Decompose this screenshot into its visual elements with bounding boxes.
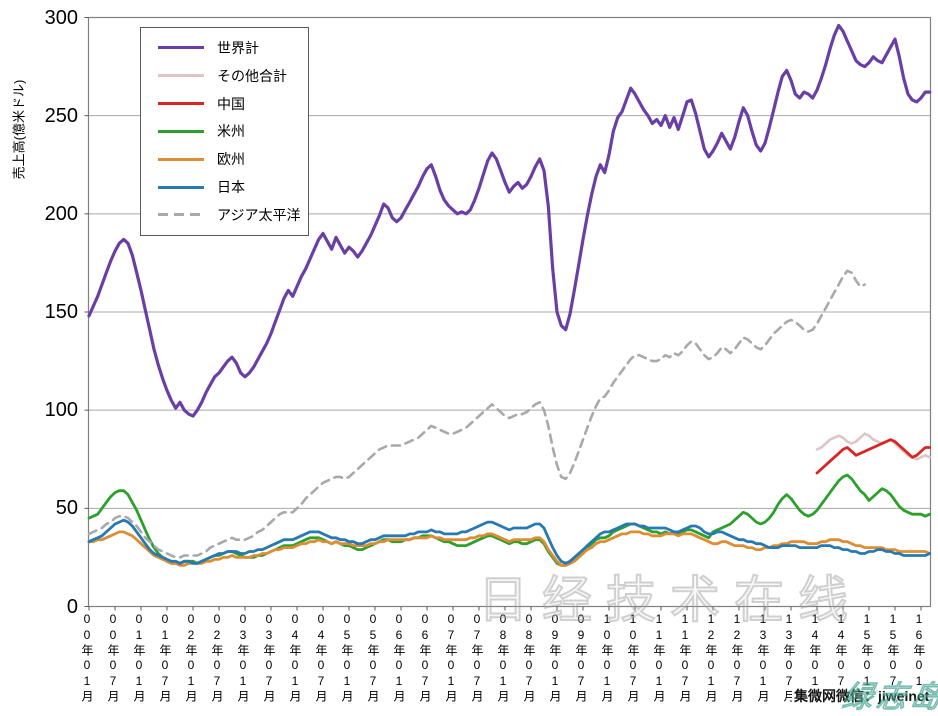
- x-tick-label: 11年07月: [678, 612, 692, 704]
- legend-swatch-others-total: [158, 74, 204, 78]
- x-tick-label: 07年07月: [470, 612, 484, 704]
- legend-label-europe: 欧州: [217, 151, 245, 168]
- x-tick-label: 16年01月: [912, 612, 926, 704]
- y-tick-label-150: 150: [44, 301, 78, 323]
- legend-item-china: 中国: [141, 94, 308, 114]
- legend-swatch-japan: [158, 185, 204, 189]
- x-tick-label: 03年01月: [236, 612, 250, 704]
- x-tick-label: 05年07月: [366, 612, 380, 704]
- x-tick-label: 09年07月: [574, 612, 588, 704]
- x-tick-label: 10年01月: [600, 612, 614, 704]
- x-tick-label: 00年07月: [106, 612, 120, 704]
- source-caption: 集微网微信：jiweinet: [792, 685, 932, 707]
- legend-label-americas: 米州: [217, 123, 245, 140]
- x-tick-label: 08年01月: [496, 612, 510, 704]
- legend-item-others-total: その他合計: [141, 66, 308, 86]
- x-tick-label: 05年01月: [340, 612, 354, 704]
- series-line-japan: [87, 518, 932, 565]
- legend-box: 世界計その他合計中国米州欧州日本アジア太平洋: [140, 27, 309, 236]
- x-tick-label: 13年07月: [782, 612, 796, 704]
- legend-swatch-world: [158, 46, 204, 50]
- x-tick-label: 10年07月: [626, 612, 640, 704]
- x-tick-label: 15年07月: [886, 612, 900, 704]
- legend-label-others-total: その他合計: [217, 67, 287, 84]
- legend-item-world: 世界計: [141, 38, 308, 58]
- legend-swatch-americas: [158, 129, 204, 133]
- series-line-americas: [87, 473, 932, 567]
- x-tick-label: 01年01月: [132, 612, 146, 704]
- x-tick-label: 02年01月: [184, 612, 198, 704]
- series-line-china: [815, 438, 932, 475]
- legend-swatch-china: [158, 102, 204, 106]
- y-tick-label-250: 250: [44, 104, 78, 127]
- y-axis-title: 売上高(億米ドル): [11, 79, 27, 180]
- x-tick-label: 09年01月: [548, 612, 562, 704]
- x-tick-label: 00年01月: [80, 612, 94, 704]
- legend-item-americas: 米州: [141, 121, 308, 141]
- x-tick-label: 06年07月: [418, 612, 432, 704]
- x-tick-label: 01年07月: [158, 612, 172, 704]
- x-tick-label: 08年07月: [522, 612, 536, 704]
- x-tick-label: 12年01月: [704, 612, 718, 704]
- x-tick-label: 04年07月: [314, 612, 328, 704]
- x-tick-label: 02年07月: [210, 612, 224, 704]
- x-tick-label: 13年01月: [756, 612, 770, 704]
- x-tick-label: 04年01月: [288, 612, 302, 704]
- legend-label-asia-pacific: アジア太平洋: [217, 206, 301, 223]
- x-tick-label: 03年07月: [262, 612, 276, 704]
- y-tick-label-200: 200: [44, 202, 78, 225]
- x-tick-label: 14年07月: [834, 612, 848, 704]
- series-line-asia-pacific: [87, 269, 867, 559]
- x-tick-label: 12年07月: [730, 612, 744, 704]
- x-tick-label: 14年01月: [808, 612, 822, 704]
- series-line-europe: [87, 530, 932, 567]
- legend-label-china: 中国: [217, 95, 245, 112]
- y-tick-label-100: 100: [44, 399, 78, 422]
- legend-item-asia-pacific: アジア太平洋: [141, 205, 308, 225]
- legend-swatch-europe: [158, 157, 204, 161]
- x-tick-label: 15年01月: [860, 612, 874, 704]
- x-tick-label: 11年01月: [652, 612, 666, 704]
- legend-label-japan: 日本: [217, 179, 245, 196]
- x-tick-label: 06年01月: [392, 612, 406, 704]
- legend-item-japan: 日本: [141, 177, 308, 197]
- x-tick-label: 07年01月: [444, 612, 458, 704]
- y-tick-label-50: 50: [55, 497, 78, 520]
- series-line-world: [87, 23, 932, 418]
- y-tick-label-300: 300: [44, 6, 78, 29]
- legend-label-world: 世界計: [217, 39, 259, 56]
- legend-swatch-asia-pacific: [158, 213, 204, 217]
- y-tick-label-0: 0: [66, 595, 78, 618]
- legend-item-europe: 欧州: [141, 149, 308, 169]
